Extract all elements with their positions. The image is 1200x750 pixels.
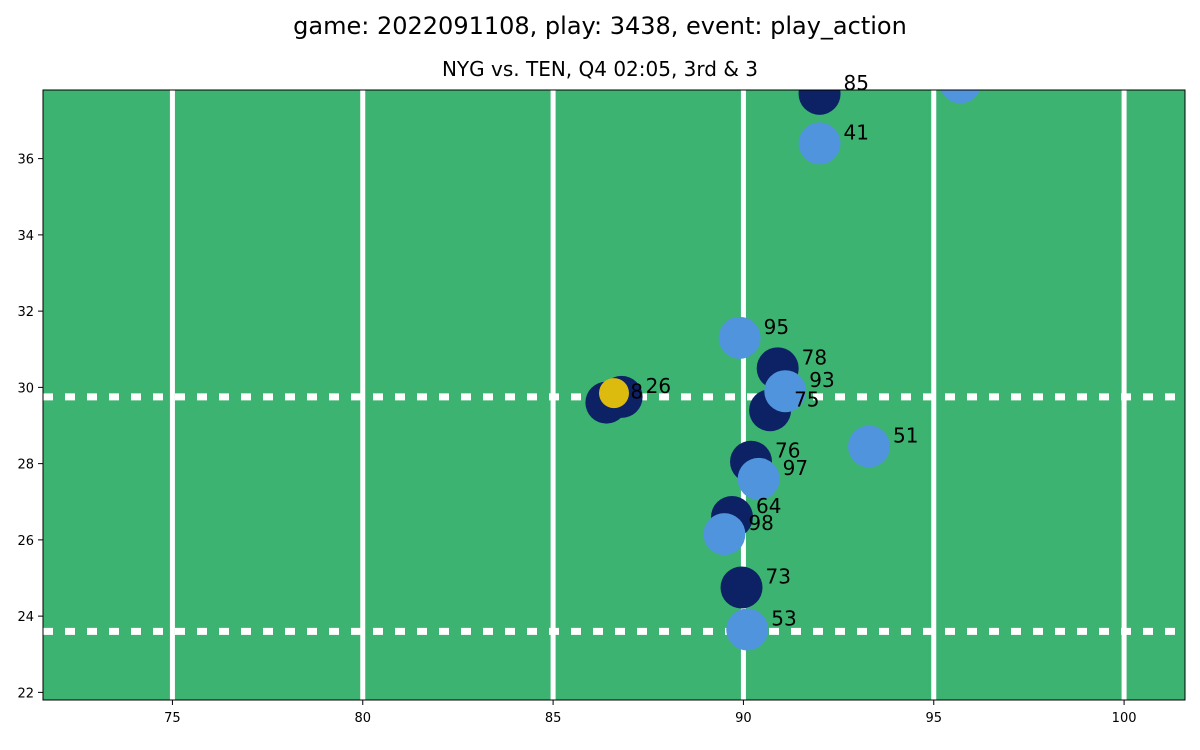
player-marker [798,90,841,115]
player-label: 76 [775,439,800,463]
y-tick-label: 24 [17,610,34,625]
y-tick-label: 28 [17,458,34,473]
player-label: 98 [748,511,773,535]
player-label: 93 [809,368,834,392]
player-label: 75 [794,387,819,411]
player-label: 73 [766,565,791,589]
y-tick-label: 34 [17,229,34,244]
player-label: 26 [646,374,671,398]
player-marker [737,457,780,500]
player-label: 51 [893,423,918,447]
y-tick-label: 32 [17,305,34,320]
x-axis: 75 80 85 90 95 100 [164,700,1137,726]
y-tick-label: 36 [17,153,34,168]
plot-area: 85 78 75 76 64 73 268 41 95 93 51 97 98 53 [42,71,1186,701]
plot-frame [42,89,1186,701]
player-label: 8 [630,380,643,404]
player-label: 78 [802,345,827,369]
player-marker [764,370,807,413]
player-marker [798,122,841,165]
y-tick-label: 30 [17,381,34,396]
y-axis: 22 24 26 28 30 32 34 36 [17,153,43,701]
player-marker [718,316,761,359]
player-marker [720,566,763,609]
player-marker [703,513,746,556]
player-marker [940,90,980,104]
x-tick-label: 95 [925,711,942,726]
y-tick-label: 22 [17,686,34,701]
x-tick-label: 80 [354,711,371,726]
chart-subtitle: NYG vs. TEN, Q4 02:05, 3rd & 3 [442,57,758,81]
x-tick-label: 90 [735,711,752,726]
x-tick-label: 75 [164,711,181,726]
player-label: 97 [783,456,808,480]
player-marker [848,425,891,468]
football-marker [599,378,629,409]
player-label: 85 [844,71,869,95]
player-label: 64 [756,494,781,518]
player-label: 53 [771,606,796,630]
player-label: 41 [844,120,869,144]
y-tick-label: 26 [17,534,34,549]
x-tick-label: 85 [545,711,562,726]
x-tick-label: 100 [1112,711,1137,726]
player-marker [726,608,769,651]
chart-title: game: 2022091108, play: 3438, event: pla… [293,12,907,40]
player-label: 95 [764,315,789,339]
